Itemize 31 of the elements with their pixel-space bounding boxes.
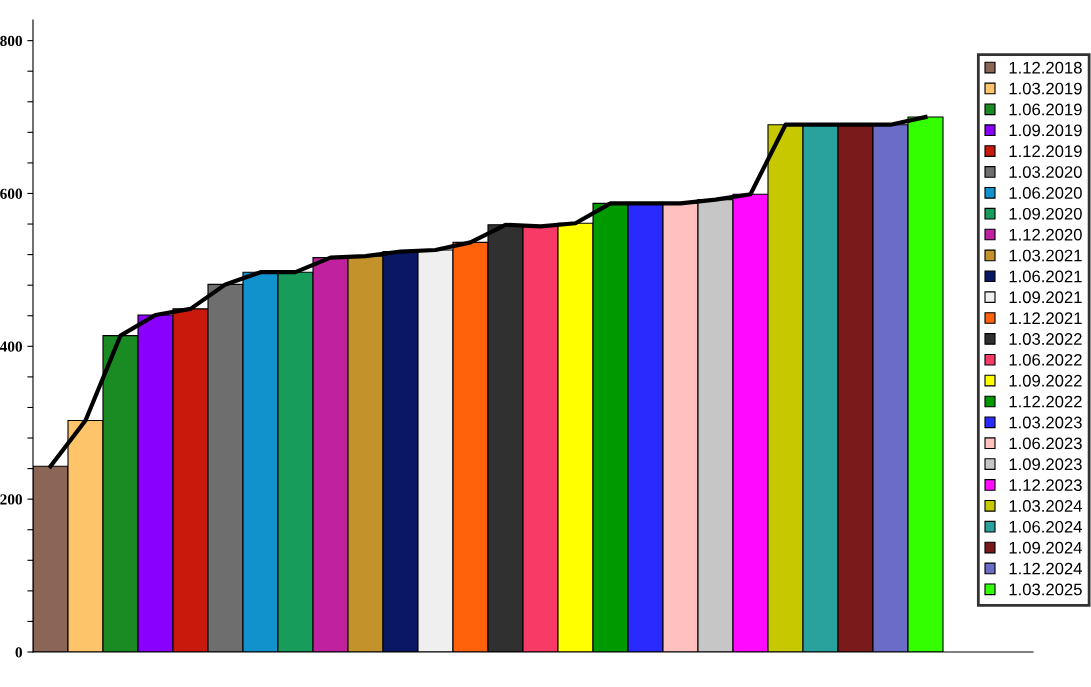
legend-label: 1.12.2023 <box>1009 479 1082 491</box>
legend-label: 1.06.2023 <box>1009 437 1082 450</box>
legend-label: 1.12.2022 <box>1009 395 1082 408</box>
y-tick-label: 0 <box>15 647 22 658</box>
legend-label: 1.06.2019 <box>1009 103 1082 116</box>
legend-label: 1.12.2020 <box>1009 228 1082 241</box>
y-tick-label: 400 <box>0 341 22 352</box>
legend-label: 1.03.2022 <box>1009 333 1082 345</box>
legend-label: 1.03.2024 <box>1009 500 1082 512</box>
legend-label: 1.03.2019 <box>1009 82 1082 95</box>
legend-label: 1.09.2019 <box>1009 124 1082 137</box>
legend-label: 1.09.2023 <box>1009 458 1082 471</box>
y-tick-label: 600 <box>0 188 22 199</box>
legend-label: 1.03.2025 <box>1009 583 1082 596</box>
legend-label: 1.12.2021 <box>1009 312 1082 325</box>
legend-label: 1.06.2022 <box>1009 353 1082 366</box>
legend-label: 1.09.2020 <box>1009 207 1082 220</box>
legend-label: 1.12.2019 <box>1009 145 1082 158</box>
legend-label: 1.12.2024 <box>1009 562 1082 575</box>
legend-label: 1.09.2024 <box>1009 541 1082 554</box>
legend-label: 1.09.2021 <box>1009 291 1082 304</box>
legend-label: 1.06.2020 <box>1009 187 1082 199</box>
legend-label: 1.06.2021 <box>1009 270 1082 283</box>
y-tick-label: 800 <box>0 35 22 47</box>
legend-label: 1.12.2018 <box>1009 61 1082 74</box>
legend-label: 1.09.2022 <box>1009 374 1082 387</box>
legend-label: 1.03.2023 <box>1009 416 1082 429</box>
legend-label: 1.03.2021 <box>1009 249 1082 262</box>
y-tick-label: 200 <box>0 494 22 505</box>
legend-label: 1.06.2024 <box>1009 520 1082 533</box>
legend-label: 1.03.2020 <box>1009 166 1082 178</box>
